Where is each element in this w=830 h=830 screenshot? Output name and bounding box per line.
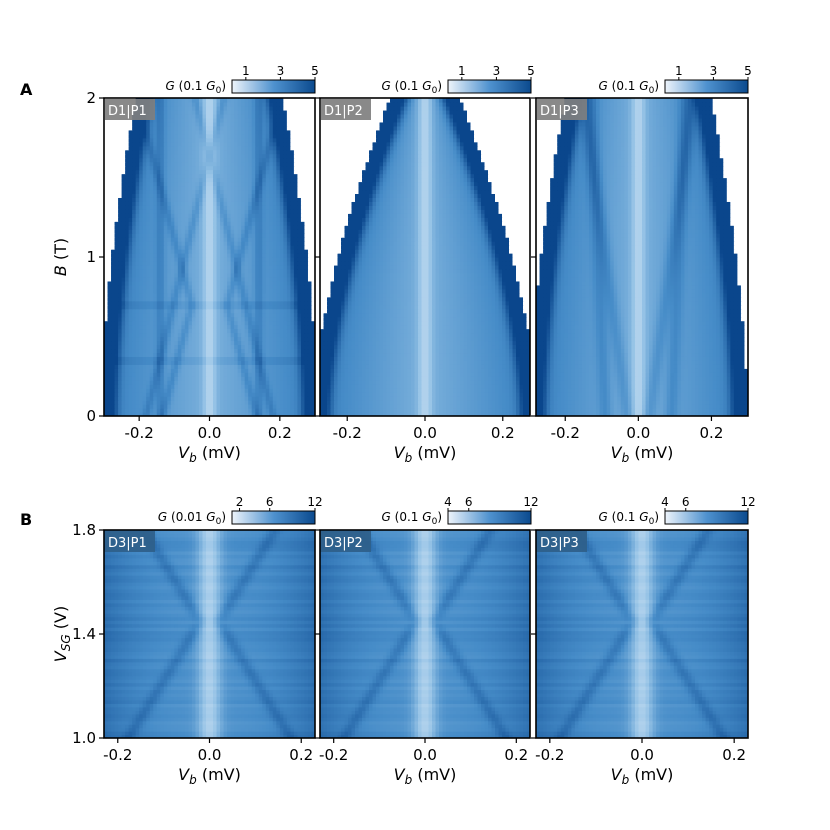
colorbar-label: G (0.1 G0) xyxy=(382,79,442,96)
colorbar-tick-label: 6 xyxy=(465,495,473,509)
x-tick-label: -0.2 xyxy=(125,424,154,442)
colorbar-tick-label: 5 xyxy=(744,64,752,78)
x-axis-label: Vb (mV) xyxy=(178,765,241,787)
x-tick-label: 0.2 xyxy=(700,424,724,442)
panel-badge-label: D1|P3 xyxy=(540,104,579,119)
panel-badge-label: D3|P2 xyxy=(324,536,363,551)
y-axis-label: B (T) xyxy=(51,238,70,276)
x-tick-label: 0.2 xyxy=(504,746,528,764)
colorbar-tick-label: 3 xyxy=(277,64,285,78)
panel-badge xyxy=(537,99,587,120)
panel-badge xyxy=(321,531,371,552)
x-tick-label: 0.0 xyxy=(413,746,437,764)
heatmap-image xyxy=(536,98,748,416)
panel-badge xyxy=(321,99,371,120)
colorbar-label: G (0.01 G0) xyxy=(158,510,226,527)
colorbar-tick-label: 4 xyxy=(444,495,452,509)
x-axis-label: Vb (mV) xyxy=(394,443,457,465)
heatmap-panel-3: D1|P3 -0.2 0.0 0.2 Vb (mV) 1 3 5 G (0.1 G0) xyxy=(531,64,752,465)
x-axis-label: Vb (mV) xyxy=(611,765,674,787)
x-tick-label: 0.0 xyxy=(198,746,222,764)
colorbar-tick-label: 6 xyxy=(682,495,690,509)
x-tick-label: 0.2 xyxy=(722,746,746,764)
heatmap-panel-5: D3|P2 -0.2 0.0 0.2 Vb (mV) 4 6 12 G (0.1 G0) xyxy=(315,495,539,787)
y-tick-label: 1.4 xyxy=(72,625,96,643)
panel-badge xyxy=(105,531,155,552)
x-tick-label: 0.0 xyxy=(198,424,222,442)
colorbar-tick-label: 12 xyxy=(523,495,538,509)
colorbar-tick-label: 5 xyxy=(311,64,319,78)
colorbar-tick-label: 3 xyxy=(710,64,718,78)
y-tick-label: 0 xyxy=(86,407,96,425)
x-tick-label: 0.2 xyxy=(491,424,515,442)
colorbar-tick-label: 12 xyxy=(740,495,755,509)
panel-badge-label: D1|P2 xyxy=(324,104,363,119)
colorbar-gradient xyxy=(447,510,532,525)
colorbar: 1 3 5 G (0.1 G0) xyxy=(382,64,535,96)
colorbar-tick-label: 5 xyxy=(527,64,535,78)
x-tick-label: 0.2 xyxy=(289,746,313,764)
colorbar-label: G (0.1 G0) xyxy=(599,79,659,96)
colorbar-tick-label: 12 xyxy=(307,495,322,509)
y-axis-label: VSG (V) xyxy=(51,606,73,662)
colorbar-tick-label: 1 xyxy=(675,64,683,78)
panel-badge xyxy=(105,99,155,120)
heatmap-image xyxy=(320,530,530,738)
panel-badge-label: D1|P1 xyxy=(108,104,147,119)
colorbar-gradient xyxy=(664,79,749,94)
colorbar-gradient xyxy=(447,79,532,94)
panel-letter-a: A xyxy=(20,80,33,99)
colorbar-tick-label: 6 xyxy=(266,495,274,509)
heatmap-image xyxy=(104,98,315,416)
y-tick-label: 1.8 xyxy=(72,521,96,539)
colorbar: 2 6 12 G (0.01 G0) xyxy=(158,495,323,527)
panel-letter-b: B xyxy=(20,510,32,529)
heatmap-image xyxy=(320,98,530,416)
heatmap-panel-1: D1|P1 -0.2 0.0 0.2 0 1 2 Vb (mV) B (T) 1 3 5 G (0.1 … xyxy=(51,64,319,465)
panel-badge xyxy=(537,531,587,552)
colorbar: 4 6 12 G (0.1 G0) xyxy=(382,495,539,527)
x-tick-label: -0.2 xyxy=(551,424,580,442)
colorbar-gradient xyxy=(664,510,749,525)
colorbar-label: G (0.1 G0) xyxy=(382,510,442,527)
x-axis-label: Vb (mV) xyxy=(178,443,241,465)
y-tick-label: 1 xyxy=(86,248,96,266)
colorbar-gradient xyxy=(231,79,316,94)
x-tick-label: 0.0 xyxy=(413,424,437,442)
colorbar-tick-label: 1 xyxy=(242,64,250,78)
heatmap-panel-6: D3|P3 -0.2 0.0 0.2 Vb (mV) 4 6 12 G (0.1 G0) xyxy=(531,495,756,787)
x-tick-label: -0.2 xyxy=(333,424,362,442)
y-tick-label: 1.0 xyxy=(72,729,96,747)
colorbar-tick-label: 4 xyxy=(661,495,669,509)
x-tick-label: -0.2 xyxy=(319,746,348,764)
colorbar: 1 3 5 G (0.1 G0) xyxy=(166,64,319,96)
heatmap-image xyxy=(536,530,748,738)
colorbar-tick-label: 3 xyxy=(493,64,501,78)
panel-badge-label: D3|P3 xyxy=(540,536,579,551)
heatmap-panel-2: D1|P2 -0.2 0.0 0.2 Vb (mV) 1 3 5 G (0.1 G0) xyxy=(315,64,535,465)
panel-badge-label: D3|P1 xyxy=(108,536,147,551)
colorbar: 4 6 12 G (0.1 G0) xyxy=(599,495,756,527)
colorbar-tick-label: 1 xyxy=(458,64,466,78)
heatmap-panel-4: D3|P1 -0.2 0.0 0.2 1.0 1.4 1.8 Vb (mV) VSG (V) 2 6… xyxy=(51,495,323,787)
colorbar-gradient xyxy=(231,510,316,525)
x-tick-label: 0.0 xyxy=(630,746,654,764)
colorbar-tick-label: 2 xyxy=(236,495,244,509)
x-tick-label: 0.2 xyxy=(268,424,292,442)
colorbar-label: G (0.1 G0) xyxy=(166,79,226,96)
x-axis-label: Vb (mV) xyxy=(394,765,457,787)
heatmap-image xyxy=(104,530,315,738)
x-tick-label: -0.2 xyxy=(103,746,132,764)
colorbar-label: G (0.1 G0) xyxy=(599,510,659,527)
x-tick-label: -0.2 xyxy=(535,746,564,764)
colorbar: 1 3 5 G (0.1 G0) xyxy=(599,64,752,96)
y-tick-label: 2 xyxy=(86,89,96,107)
x-tick-label: 0.0 xyxy=(626,424,650,442)
x-axis-label: Vb (mV) xyxy=(611,443,674,465)
